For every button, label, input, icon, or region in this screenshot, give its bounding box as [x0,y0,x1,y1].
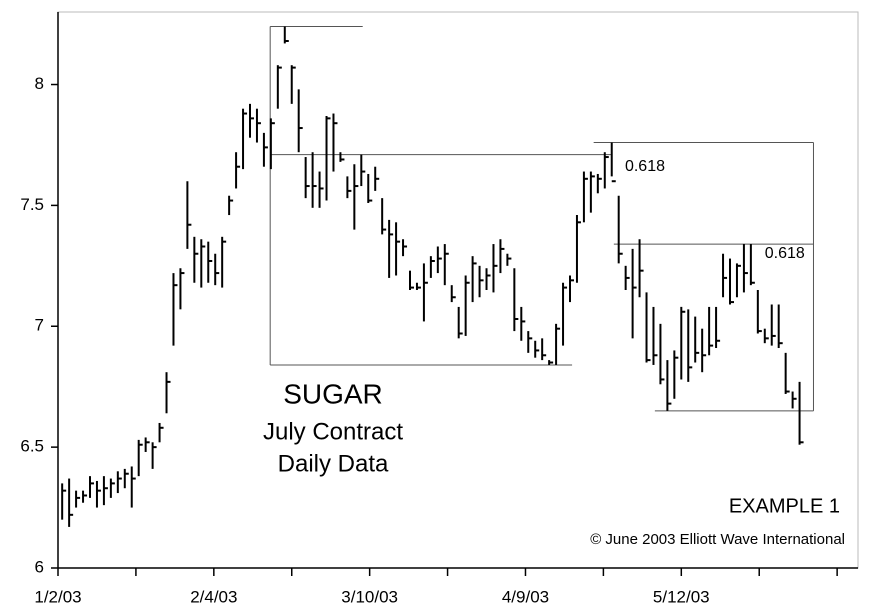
x-tick-label: 5/12/03 [653,587,710,606]
guide-label: 0.618 [765,245,805,262]
y-tick-label: 6 [35,557,44,576]
y-tick-label: 7 [35,316,44,335]
chart-title: SUGAR [283,378,383,409]
guide-label: 0.618 [625,158,665,175]
plot-frame [57,11,859,569]
x-tick-label: 1/2/03 [34,587,81,606]
x-tick-label: 3/10/03 [341,587,398,606]
copyright: © June 2003 Elliott Wave International [590,531,845,548]
y-tick-label: 6.5 [20,437,44,456]
x-tick-label: 2/4/03 [190,587,237,606]
y-tick-label: 7.5 [20,195,44,214]
y-tick-label: 8 [35,74,44,93]
annotation: EXAMPLE 1 [729,495,840,517]
x-tick-label: 4/9/03 [502,587,549,606]
chart-subtitle: July Contract [263,418,403,445]
chart-subtitle: Daily Data [278,450,389,477]
